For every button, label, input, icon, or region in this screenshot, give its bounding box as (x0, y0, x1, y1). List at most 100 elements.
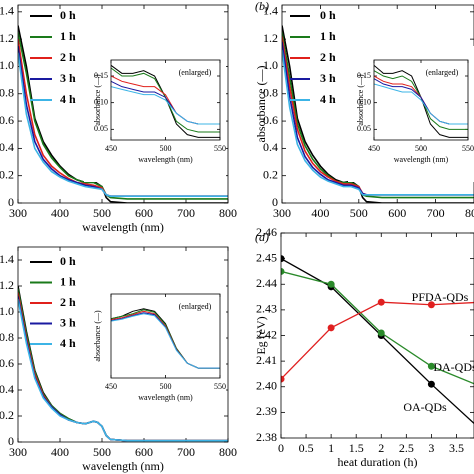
line (18, 298, 228, 442)
marker (377, 329, 385, 337)
y-tick-label: 1.2 (0, 31, 14, 45)
y-axis-label: absorbance (—) (93, 74, 102, 126)
marker (281, 255, 285, 263)
marker (427, 380, 435, 388)
line (18, 52, 228, 197)
legend-label: 1 h (60, 274, 76, 288)
y-tick-label: 0.2 (0, 408, 14, 422)
axes-frame (110, 293, 221, 379)
y-tick-label: 2.44 (256, 276, 277, 290)
y-tick-label: 0.2 (0, 167, 14, 181)
x-axis-label: wavelength (nm) (138, 393, 193, 402)
legend-label: 2 h (60, 295, 76, 309)
inset-background (348, 46, 474, 182)
y-tick-label: 1.0 (0, 58, 14, 72)
y-tick-label: 1.4 (263, 4, 278, 18)
y-tick-label: 0.8 (263, 86, 278, 100)
x-axis-label: wavelength (nm) (82, 220, 164, 234)
y-tick-label: 0 (8, 434, 14, 448)
x-tick-label: 2 (378, 441, 384, 455)
x-tick-label: 800 (219, 445, 237, 459)
legend-label: 0 h (60, 8, 76, 22)
axes-frame (281, 4, 474, 204)
x-tick-label: 400 (51, 206, 69, 220)
axes-frame (373, 59, 469, 141)
x-tick-label: 550 (462, 144, 474, 153)
plot-area (281, 255, 474, 425)
x-tick-label: 400 (311, 206, 329, 220)
legend-label: 3 h (320, 71, 336, 85)
y-tick-label: 2.46 (256, 225, 277, 239)
plot-area (18, 285, 228, 442)
y-tick-label: 0 (8, 195, 14, 209)
x-tick-label: 700 (427, 206, 445, 220)
axes-frame (110, 59, 221, 141)
legend-label: 0 h (320, 8, 336, 22)
legend-label: 1 h (320, 29, 336, 43)
y-tick-label: 0.6 (0, 356, 14, 370)
y-tick-label: 1.2 (0, 278, 14, 292)
x-tick-label: 550 (214, 382, 226, 391)
x-tick-label: 2.5 (399, 441, 414, 455)
x-tick-label: 500 (350, 206, 368, 220)
axes-frame (17, 4, 229, 204)
inset-background (84, 46, 226, 182)
line (111, 86, 220, 125)
x-axis-label: wavelength (nm) (394, 155, 449, 164)
y-tick-label: 2.40 (256, 379, 277, 393)
legend-label: 2 h (60, 50, 76, 64)
y-axis-label: Eg (eV) (254, 316, 268, 354)
x-tick-label: 450 (105, 144, 117, 153)
x-tick-label: 600 (388, 206, 406, 220)
y-tick-label: 2.42 (256, 327, 277, 341)
x-tick-label: 300 (273, 206, 291, 220)
legend-label: 3 h (60, 71, 76, 85)
y-tick-label: 0.2 (263, 167, 278, 181)
legend-label: 1 h (60, 29, 76, 43)
y-tick-label: 0.05 (94, 124, 108, 133)
y-tick-label: 2.41 (256, 353, 277, 367)
y-tick-label: 0.6 (0, 113, 14, 127)
marker (427, 301, 435, 309)
x-tick-label: 3 (428, 441, 434, 455)
x-tick-label: 600 (135, 445, 153, 459)
x-tick-label: 0.5 (299, 441, 314, 455)
plot-area (18, 25, 228, 203)
plot-area (111, 308, 220, 369)
legend-label: 4 h (60, 336, 76, 350)
line (282, 49, 474, 196)
x-tick-label: 500 (160, 382, 172, 391)
line (374, 83, 468, 125)
marker (427, 362, 435, 370)
x-tick-label: 500 (93, 206, 111, 220)
y-tick-label: 1.0 (0, 304, 14, 318)
annotation: (enlarged) (426, 68, 459, 77)
y-tick-label: 2.45 (256, 250, 277, 264)
panel-label: (b) (255, 0, 269, 13)
y-tick-label: 0.05 (357, 124, 371, 133)
series-label: PFDA-QDs (412, 290, 469, 304)
y-tick-label: 2.43 (256, 302, 277, 316)
line (111, 313, 220, 369)
x-tick-label: 1 (328, 441, 334, 455)
x-tick-label: 600 (135, 206, 153, 220)
line (18, 32, 228, 200)
axes-frame (280, 232, 474, 439)
plot-area (111, 64, 220, 138)
y-tick-label: 1.2 (263, 31, 278, 45)
x-tick-label: 0 (278, 441, 284, 455)
x-tick-label: 700 (177, 206, 195, 220)
y-tick-label: 0.6 (263, 113, 278, 127)
legend-label: 2 h (320, 50, 336, 64)
y-axis-label: absorbance (—) (356, 74, 365, 126)
annotation: (enlarged) (179, 302, 212, 311)
x-tick-label: 3.5 (449, 441, 464, 455)
legend-label: 4 h (60, 92, 76, 106)
series-label: OA-QDs (403, 400, 447, 414)
series-label: DA-QDs (433, 360, 474, 374)
marker (327, 324, 335, 332)
panel-label: (d) (255, 230, 269, 244)
marker (281, 267, 285, 275)
x-tick-label: 300 (9, 206, 27, 220)
x-tick-label: 450 (368, 144, 380, 153)
